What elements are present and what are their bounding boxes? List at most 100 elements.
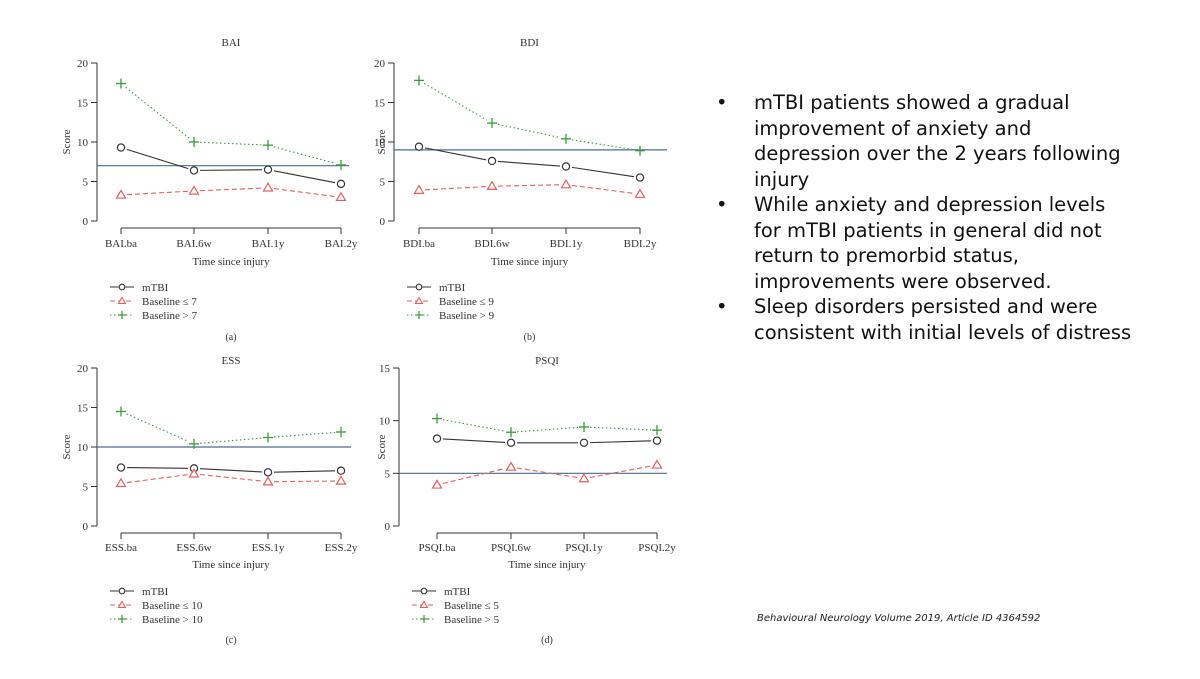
series-segment [199, 468, 263, 473]
panel-letter: (a) [225, 332, 236, 343]
series-segment [497, 184, 561, 187]
chart-panel-c: ESS 0 5 10 15 20 Score ESS.ba ESS.6w ESS.1y ESS.2y… [0, 0, 360, 679]
series-segment [424, 186, 487, 191]
series-segment [273, 170, 336, 184]
series-segment [589, 465, 652, 479]
series-segment [199, 169, 263, 171]
y-tick-label: 0 [83, 216, 89, 228]
series-baseline-high [414, 75, 645, 156]
legend-item: Baseline ≤ 9 [407, 296, 494, 308]
x-tick-label: PSQI.ba [419, 542, 456, 554]
y-tick-label: 0 [83, 521, 89, 533]
point-triangle-marker [115, 477, 127, 488]
point-triangle-marker [262, 182, 274, 192]
series-segment [423, 82, 488, 121]
point-triangle-marker [431, 479, 443, 489]
x-tick-label: BDI.2y [624, 238, 657, 250]
series-segment [442, 419, 506, 432]
citation: Behavioural Neurology Volume 2019, Artic… [757, 613, 1041, 624]
point-circle-marker [414, 142, 424, 151]
y-tick-label: 5 [385, 468, 391, 480]
point-circle-marker [336, 179, 346, 189]
series-segment [273, 188, 336, 198]
point-plus-marker [579, 421, 589, 432]
series-segment [589, 440, 652, 444]
point-triangle-marker [188, 185, 200, 195]
series-baseline-low [115, 468, 347, 488]
legend-triangle-marker [419, 600, 429, 609]
series-segment [497, 123, 561, 139]
panel-letter: (d) [541, 635, 553, 646]
series-segment [125, 86, 190, 139]
point-triangle-marker [413, 184, 425, 194]
y-axis-label: Score [61, 434, 73, 459]
point-triangle-marker [505, 461, 517, 471]
point-plus-marker [432, 413, 442, 424]
series-segment [571, 166, 635, 178]
series-baseline-low [431, 459, 663, 489]
point-plus-marker [652, 425, 662, 436]
point-triangle-marker [578, 472, 590, 483]
legend-label: Baseline > 9 [439, 310, 495, 322]
legend-label: Baseline ≤ 9 [439, 296, 494, 308]
x-axis-label: Time since injury [192, 559, 270, 571]
series-segment [273, 146, 336, 164]
y-tick-label: 5 [83, 177, 89, 189]
point-plus-marker [263, 140, 273, 151]
y-tick-label: 5 [380, 177, 386, 189]
y-tick-label: 20 [374, 58, 386, 70]
bullet-text: mTBI patients showed a gradual improveme… [754, 91, 1121, 191]
x-tick-label: BDI.ba [403, 238, 435, 250]
series-segment [273, 480, 336, 483]
series-segment [199, 473, 263, 482]
bullet-item: • mTBI patients showed a gradual improvem… [714, 90, 1134, 192]
chart-panel-d: PSQI 0 5 10 15 Score PSQI.ba PSQI.6w PSQI.1y PSQI… [376, 355, 676, 646]
legend-label: Baseline > 5 [444, 614, 500, 626]
legend-circle-marker [118, 587, 126, 595]
chart-bai: BAI 0 5 10 15 20 Score BAI.ba BAI.6w BAI.1y BAI.2y… [61, 37, 358, 343]
legend-label: Baseline ≤ 10 [142, 600, 203, 612]
y-tick-label: 10 [77, 442, 89, 454]
series-segment [424, 147, 487, 161]
point-plus-marker [263, 432, 273, 443]
point-circle-marker [336, 466, 346, 475]
point-plus-marker [336, 159, 346, 170]
legend-item: mTBI [407, 282, 466, 294]
y-tick-label: 5 [83, 482, 89, 494]
summary-bullet-list: • mTBI patients showed a gradual improvem… [714, 90, 1134, 345]
bullet-text: While anxiety and depression levels for … [754, 193, 1106, 293]
series-segment [589, 426, 652, 431]
x-tick-label: ESS.2y [325, 542, 358, 554]
y-tick-label: 10 [374, 137, 386, 149]
chart-title: BAI [222, 37, 241, 49]
point-triangle-marker [262, 476, 274, 486]
series-baseline-high [116, 406, 346, 449]
point-circle-marker [189, 166, 199, 175]
chart-title: BDI [520, 37, 539, 49]
series-segment [199, 187, 263, 192]
legend-item: mTBI [110, 586, 169, 598]
point-circle-marker [652, 436, 662, 445]
point-triangle-marker [115, 189, 127, 199]
series-mtbi [414, 142, 645, 182]
point-plus-marker [116, 406, 126, 417]
point-plus-marker [116, 78, 126, 89]
point-plus-marker [506, 427, 516, 438]
x-tick-label: ESS.1y [252, 542, 285, 554]
point-plus-marker [336, 426, 346, 437]
series-segment [442, 467, 506, 485]
y-tick-label: 15 [379, 363, 391, 375]
point-circle-marker [432, 434, 442, 443]
point-plus-marker [189, 137, 199, 147]
point-triangle-marker [634, 188, 646, 198]
series-segment [126, 190, 189, 196]
series-segment [497, 160, 561, 167]
x-tick-label: BDI.6w [474, 238, 509, 250]
legend-item: Baseline > 5 [412, 614, 500, 626]
point-circle-marker [116, 143, 126, 152]
bullet-text: Sleep disorders persisted and were consi… [754, 295, 1132, 344]
point-triangle-marker [335, 191, 347, 202]
point-plus-marker [487, 118, 497, 129]
x-tick-label: PSQI.1y [565, 542, 603, 554]
series-mtbi [432, 434, 662, 447]
